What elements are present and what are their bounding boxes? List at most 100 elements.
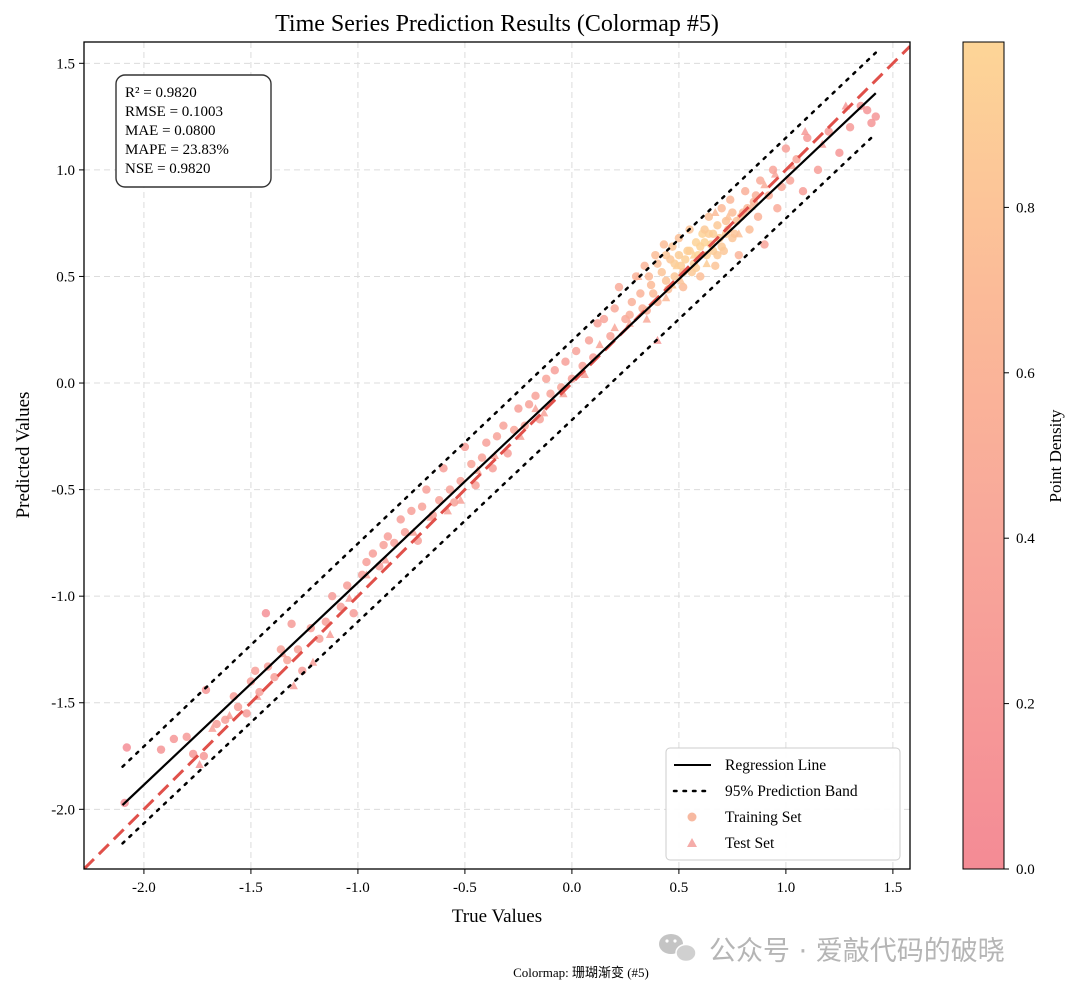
training-point bbox=[636, 289, 645, 298]
test-point bbox=[539, 408, 549, 417]
training-point bbox=[741, 187, 750, 196]
test-point bbox=[456, 495, 465, 504]
training-point bbox=[863, 106, 872, 115]
training-point bbox=[726, 195, 735, 204]
legend-label-test: Test Set bbox=[725, 835, 775, 852]
colorbar-ticks: 0.0 0.2 0.4 0.6 0.8 bbox=[1004, 200, 1035, 878]
training-point bbox=[781, 144, 791, 153]
training-point bbox=[674, 250, 684, 260]
training-point bbox=[287, 619, 296, 629]
colorbar-tick-label: 0.0 bbox=[1016, 862, 1035, 878]
training-point bbox=[708, 229, 718, 239]
training-point bbox=[546, 389, 555, 398]
colorbar-label: Point Density bbox=[1046, 409, 1065, 503]
colorbar-tick-label: 0.4 bbox=[1016, 531, 1035, 547]
identity-line bbox=[84, 45, 910, 869]
legend-swatch-training bbox=[687, 812, 697, 822]
training-point bbox=[610, 304, 619, 313]
training-point bbox=[702, 250, 711, 260]
chart-title: Time Series Prediction Results (Colormap… bbox=[275, 11, 719, 37]
training-point bbox=[439, 464, 448, 473]
test-point bbox=[676, 276, 686, 285]
training-point bbox=[471, 481, 480, 490]
training-point bbox=[349, 609, 358, 618]
training-point bbox=[681, 255, 690, 264]
training-point bbox=[661, 250, 671, 260]
training-point bbox=[803, 133, 812, 143]
x-tick-label: -2.0 bbox=[132, 880, 156, 896]
training-point bbox=[233, 702, 243, 712]
training-point bbox=[871, 112, 880, 121]
test-point bbox=[711, 208, 720, 217]
x-tick-label: -1.0 bbox=[346, 880, 370, 896]
test-point bbox=[531, 404, 540, 413]
regression-line bbox=[121, 92, 877, 806]
training-point bbox=[362, 557, 371, 567]
plot-frame bbox=[83, 41, 911, 870]
x-tick-label: -0.5 bbox=[453, 880, 477, 896]
training-point bbox=[700, 225, 709, 234]
training-point bbox=[670, 272, 679, 281]
training-point bbox=[753, 212, 763, 221]
test-point bbox=[723, 212, 733, 221]
training-point bbox=[445, 485, 455, 494]
training-point bbox=[713, 221, 722, 230]
training-point bbox=[696, 242, 705, 251]
prediction-band-lower bbox=[121, 132, 878, 845]
training-point bbox=[169, 734, 179, 744]
training-point bbox=[644, 272, 654, 281]
training-point bbox=[417, 502, 427, 511]
y-tick-label: -1.0 bbox=[51, 589, 75, 605]
y-tick-label: 0.5 bbox=[56, 269, 75, 285]
training-point bbox=[407, 506, 416, 516]
training-point bbox=[824, 127, 833, 136]
test-point bbox=[490, 451, 500, 459]
training-point bbox=[798, 187, 808, 196]
training-set-points bbox=[120, 101, 880, 808]
training-point bbox=[122, 743, 131, 752]
training-point bbox=[477, 453, 487, 462]
training-point bbox=[835, 148, 844, 158]
training-point bbox=[492, 432, 502, 441]
training-point bbox=[640, 261, 649, 271]
training-point bbox=[379, 540, 388, 550]
training-point bbox=[315, 634, 324, 644]
training-point bbox=[773, 204, 782, 213]
legend-frame bbox=[665, 747, 901, 861]
training-point bbox=[550, 366, 559, 375]
stats-box-frame bbox=[115, 74, 272, 188]
legend-swatch-test bbox=[687, 838, 697, 847]
training-point bbox=[745, 225, 754, 234]
stats-box: R² = 0.9820 RMSE = 0.1003 MAE = 0.0800 M… bbox=[115, 74, 272, 188]
y-tick-label: -2.0 bbox=[51, 802, 75, 818]
training-point bbox=[343, 581, 352, 590]
test-point bbox=[345, 593, 354, 602]
y-axis: -2.0 -1.5 -1.0 -0.5 0.0 0.5 1.0 1.5 bbox=[51, 56, 84, 818]
training-point bbox=[396, 515, 405, 524]
y-tick-label: 0.0 bbox=[56, 376, 75, 392]
training-point bbox=[713, 250, 722, 260]
test-point bbox=[426, 512, 435, 521]
stat-mae: MAE = 0.0800 bbox=[125, 123, 216, 139]
prediction-band-upper bbox=[121, 51, 878, 768]
training-point bbox=[542, 374, 551, 383]
legend-label-training: Training Set bbox=[725, 809, 802, 826]
y-tick-label: 1.5 bbox=[56, 56, 75, 72]
stat-mape: MAPE = 23.83% bbox=[125, 142, 229, 158]
test-point bbox=[770, 169, 780, 178]
training-point bbox=[499, 421, 508, 430]
training-point bbox=[242, 709, 251, 718]
training-point bbox=[599, 314, 609, 324]
training-point bbox=[704, 212, 714, 221]
training-point bbox=[383, 532, 393, 541]
test-point bbox=[610, 323, 619, 332]
training-point bbox=[734, 250, 744, 260]
training-point bbox=[649, 289, 658, 298]
training-point bbox=[661, 276, 671, 285]
training-point bbox=[212, 719, 221, 729]
test-point bbox=[702, 259, 711, 268]
test-point bbox=[443, 506, 452, 515]
training-point bbox=[524, 400, 534, 409]
test-point bbox=[689, 250, 699, 259]
